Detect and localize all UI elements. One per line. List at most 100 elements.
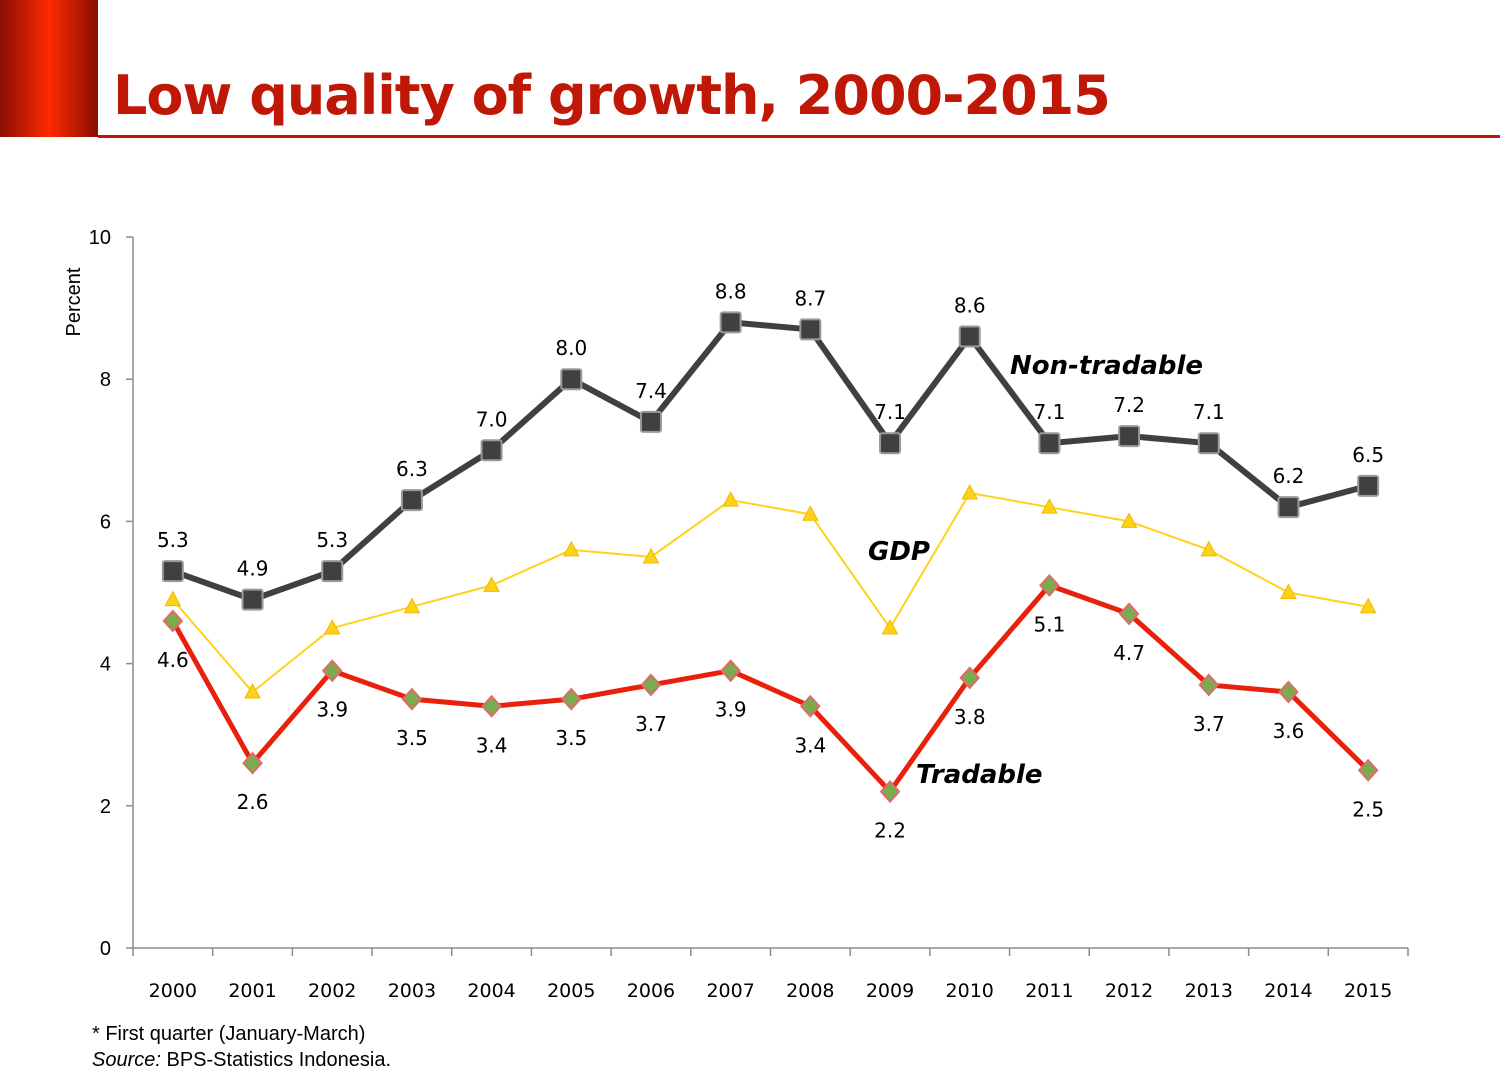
marker-square bbox=[958, 325, 981, 348]
marker-square bbox=[719, 311, 742, 334]
x-tick-label: 2001 bbox=[228, 980, 276, 1002]
data-label: 4.7 bbox=[1113, 641, 1145, 665]
data-label: 7.1 bbox=[874, 400, 906, 424]
marker-triangle bbox=[244, 682, 261, 699]
marker-square bbox=[799, 318, 822, 341]
marker-diamond bbox=[401, 687, 423, 711]
x-tick-label: 2005 bbox=[547, 980, 595, 1002]
series-non-tradable bbox=[161, 311, 1380, 611]
marker-diamond bbox=[640, 673, 662, 697]
data-label: 4.9 bbox=[237, 557, 269, 581]
series-line bbox=[172, 491, 1369, 694]
series-label-non-tradable: Non-tradable bbox=[1010, 351, 1203, 381]
data-label: 3.4 bbox=[794, 733, 826, 757]
marker-square bbox=[480, 439, 503, 462]
source-label: Source: bbox=[92, 1049, 161, 1071]
x-tick-label: 2010 bbox=[946, 980, 994, 1002]
marker-square bbox=[1038, 432, 1061, 455]
x-tick-label: 2007 bbox=[706, 980, 754, 1002]
x-tick-label: 2000 bbox=[149, 980, 197, 1002]
marker-diamond bbox=[242, 751, 263, 775]
footnote: * First quarter (January-March) Source: … bbox=[92, 1021, 391, 1073]
data-label: 6.2 bbox=[1273, 464, 1305, 488]
data-label: 3.5 bbox=[555, 726, 587, 750]
data-label: 3.8 bbox=[954, 705, 986, 729]
y-tick-label: 2 bbox=[100, 796, 111, 818]
marker-square bbox=[241, 588, 264, 611]
y-tick-label: 4 bbox=[100, 654, 111, 676]
x-tick-label: 2014 bbox=[1264, 980, 1312, 1002]
marker-diamond bbox=[162, 609, 184, 633]
marker-square bbox=[1197, 432, 1220, 455]
data-label: 7.1 bbox=[1193, 400, 1225, 424]
data-label: 3.7 bbox=[635, 712, 667, 736]
marker-square bbox=[560, 368, 583, 391]
marker-triangle bbox=[642, 547, 660, 564]
x-tick-label: 2009 bbox=[866, 980, 914, 1002]
x-tick-label: 2004 bbox=[467, 980, 515, 1002]
marker-diamond bbox=[481, 694, 502, 718]
title-accent-bar bbox=[0, 0, 98, 137]
data-label: 5.3 bbox=[157, 528, 189, 552]
data-label: 8.0 bbox=[555, 336, 587, 360]
data-label: 8.6 bbox=[954, 294, 986, 318]
marker-triangle bbox=[1280, 583, 1297, 599]
data-label: 3.6 bbox=[1273, 719, 1305, 743]
footnote-note: * First quarter (January-March) bbox=[92, 1023, 366, 1045]
marker-diamond bbox=[720, 659, 742, 683]
series-tradable bbox=[162, 573, 1379, 804]
series-line bbox=[170, 582, 1370, 795]
marker-triangle bbox=[802, 505, 819, 521]
footnote-source: Source: BPS-Statistics Indonesia. bbox=[92, 1047, 391, 1073]
marker-triangle bbox=[961, 483, 979, 500]
data-label: 3.5 bbox=[396, 726, 428, 750]
marker-triangle bbox=[403, 597, 421, 614]
marker-diamond bbox=[560, 687, 582, 711]
data-label: 6.5 bbox=[1352, 443, 1384, 467]
chart-axes: 0 2 4 6 8 10 2000 2001 2002 2003 2004 2005 2006 2007 2… bbox=[89, 227, 1409, 1002]
marker-triangle bbox=[1200, 540, 1218, 557]
y-axis-label: Percent bbox=[63, 267, 85, 336]
slide-title: Low quality of growth, 2000-2015 bbox=[113, 64, 1111, 127]
marker-square bbox=[879, 432, 902, 455]
x-tick-label: 2011 bbox=[1025, 980, 1073, 1002]
chart-data-labels: 5.3 4.9 5.3 6.3 7.0 8.0 7.4 8.8 8.7 7.1 8.6 7.1 7.2 7… bbox=[157, 279, 1384, 842]
marker-triangle bbox=[323, 618, 341, 635]
marker-diamond bbox=[959, 666, 981, 690]
marker-diamond bbox=[879, 780, 901, 804]
marker-diamond bbox=[1039, 573, 1060, 597]
marker-triangle bbox=[164, 590, 182, 607]
marker-diamond bbox=[1198, 673, 1220, 697]
marker-triangle bbox=[1041, 498, 1058, 514]
data-label: 2.5 bbox=[1352, 797, 1384, 821]
series-label-tradable: Tradable bbox=[916, 760, 1043, 790]
data-label: 8.7 bbox=[794, 286, 826, 310]
marker-square bbox=[161, 560, 184, 583]
data-label: 3.4 bbox=[476, 733, 508, 757]
data-label: 6.3 bbox=[396, 457, 428, 481]
marker-diamond bbox=[1278, 680, 1299, 704]
x-tick-label: 2003 bbox=[388, 980, 436, 1002]
marker-square bbox=[1277, 496, 1300, 519]
x-tick-label: 2006 bbox=[627, 980, 675, 1002]
y-tick-label: 0 bbox=[100, 938, 111, 960]
marker-square bbox=[1357, 474, 1380, 497]
data-label: 5.3 bbox=[316, 528, 348, 552]
source-text: BPS-Statistics Indonesia. bbox=[160, 1049, 392, 1071]
series-line bbox=[171, 319, 1369, 603]
marker-triangle bbox=[1359, 597, 1377, 614]
marker-diamond bbox=[799, 694, 821, 718]
data-label: 7.4 bbox=[635, 379, 667, 403]
marker-square bbox=[400, 489, 423, 512]
marker-square bbox=[1118, 425, 1141, 448]
x-tick-label: 2013 bbox=[1185, 980, 1233, 1002]
data-label: 7.2 bbox=[1113, 393, 1145, 417]
y-tick-label: 8 bbox=[100, 369, 111, 391]
marker-diamond bbox=[321, 659, 343, 683]
marker-diamond bbox=[1357, 758, 1379, 782]
data-label: 8.8 bbox=[715, 279, 747, 303]
marker-square bbox=[639, 410, 662, 433]
data-label: 2.6 bbox=[237, 790, 269, 814]
marker-triangle bbox=[562, 540, 580, 557]
marker-diamond bbox=[1118, 602, 1140, 626]
